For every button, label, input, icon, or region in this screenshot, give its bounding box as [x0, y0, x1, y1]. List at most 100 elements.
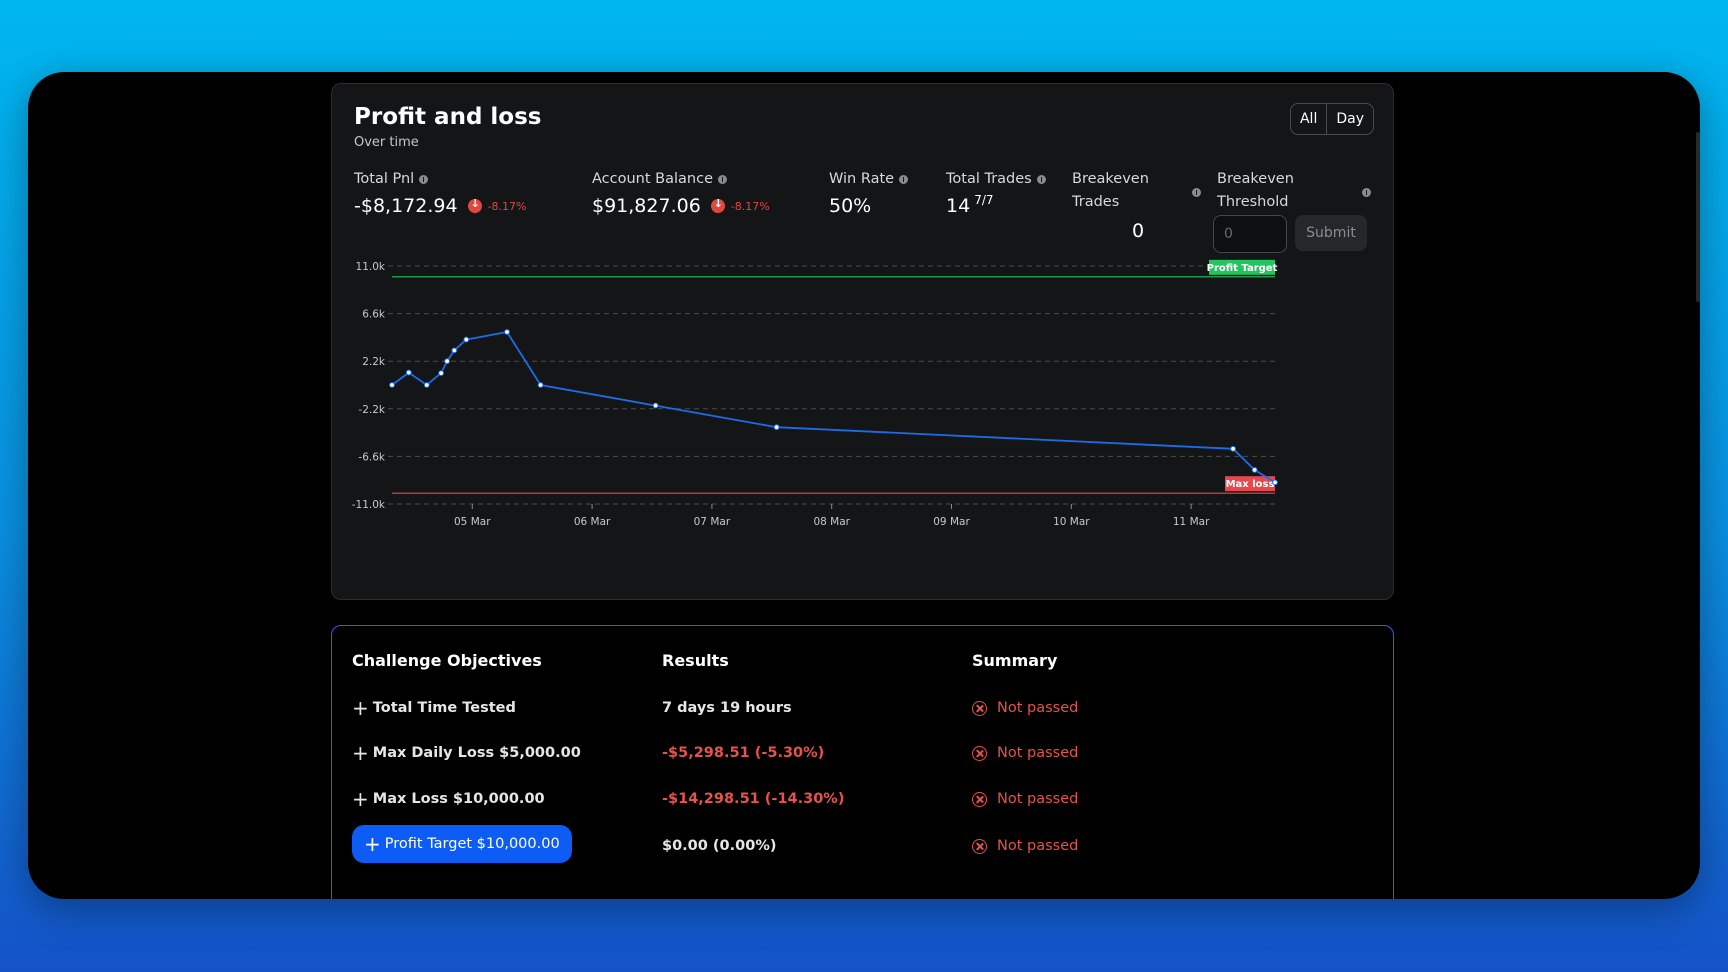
range-toggle: All Day — [1289, 103, 1374, 135]
objective-label: Total Time Tested — [372, 700, 516, 716]
info-icon[interactable] — [1036, 175, 1046, 184]
objective-toggle[interactable]: + Max Loss $10,000.00 — [352, 781, 545, 817]
info-icon[interactable] — [1192, 188, 1201, 197]
profit-target-button[interactable]: + Profit Target $10,000.00 — [352, 825, 572, 863]
app-window: Profit and loss Over time All Day Total … — [28, 72, 1700, 899]
data-point[interactable] — [463, 336, 470, 343]
plus-icon: + — [364, 832, 381, 856]
stat-label-line2: Trades — [1072, 194, 1120, 210]
page-subtitle: Over time — [354, 135, 419, 150]
x-tick-label: 08 Mar — [813, 516, 850, 528]
stat-label: Total Pnl — [354, 171, 415, 187]
summary-text: Not passed — [997, 745, 1079, 761]
pnl-panel: Profit and loss Over time All Day Total … — [331, 83, 1394, 600]
stat-label: Total Trades — [946, 171, 1032, 187]
x-tick-label: 11 Mar — [1173, 516, 1210, 528]
objective-toggle[interactable]: + Total Time Tested — [352, 690, 516, 726]
x-tick-label: 07 Mar — [694, 516, 731, 528]
pnl-series-line — [391, 331, 1276, 484]
summary-text: Not passed — [997, 838, 1079, 854]
plus-icon: + — [352, 787, 369, 811]
x-circle-icon — [972, 700, 987, 716]
objective-label: Profit Target $10,000.00 — [384, 836, 560, 852]
objective-row: + Total Time Tested 7 days 19 hours Not p… — [332, 690, 1393, 726]
profit-target-tag — [1209, 259, 1275, 275]
objective-result: -$14,298.51 (-14.30%) — [662, 791, 845, 807]
plus-icon: + — [352, 741, 369, 765]
stat-breakeven-threshold: Breakeven Threshold — [1217, 168, 1371, 214]
data-point[interactable] — [423, 382, 430, 388]
stat-value: 0 — [1132, 220, 1145, 242]
y-tick-label: 6.6k — [362, 309, 386, 321]
change-percent: -8.17% — [487, 199, 527, 213]
objective-row: + Max Loss $10,000.00 -$14,298.51 (-14.30… — [332, 781, 1393, 817]
objective-result: -$5,298.51 (-5.30%) — [662, 745, 825, 761]
stat-value: -$8,172.94 — [354, 195, 458, 217]
arrow-down-icon — [710, 197, 725, 213]
info-icon[interactable] — [899, 175, 909, 184]
stat-label-line1: Breakeven — [1217, 171, 1294, 187]
data-point[interactable] — [438, 370, 445, 377]
objective-result: $0.00 (0.00%) — [662, 838, 777, 854]
data-point[interactable] — [389, 382, 395, 388]
objective-label: Max Daily Loss $5,000.00 — [372, 745, 581, 761]
data-point[interactable] — [444, 358, 451, 365]
objective-row: + Profit Target $10,000.00 $0.00 (0.00%) … — [332, 825, 1393, 865]
data-point[interactable] — [1272, 479, 1278, 486]
x-tick-label: 06 Mar — [574, 516, 611, 528]
info-icon[interactable] — [717, 175, 727, 184]
stat-total-trades: Total Trades 14 7/7 — [946, 168, 1046, 217]
results-header: Results — [662, 651, 729, 670]
x-circle-icon — [972, 745, 987, 761]
objectives-header: Challenge Objectives — [352, 651, 542, 670]
objective-toggle[interactable]: + Max Daily Loss $5,000.00 — [352, 735, 581, 771]
breakeven-threshold-input[interactable] — [1213, 215, 1287, 253]
data-point[interactable] — [504, 329, 510, 335]
change-percent: -8.17% — [730, 199, 770, 213]
stat-win-rate: Win Rate 50% — [829, 168, 909, 217]
submit-button[interactable]: Submit — [1295, 215, 1367, 251]
objective-result: 7 days 19 hours — [662, 700, 792, 716]
info-icon[interactable] — [1362, 188, 1371, 197]
challenge-objectives-panel: Challenge Objectives Results Summary + To… — [331, 625, 1394, 899]
objective-summary: Not passed — [972, 690, 1078, 726]
summary-header: Summary — [972, 651, 1058, 670]
win-loss-ratio: 7/7 — [974, 193, 994, 207]
data-point[interactable] — [537, 382, 544, 388]
objective-summary: Not passed — [972, 828, 1078, 864]
toggle-all-button[interactable]: All — [1299, 111, 1318, 127]
plus-icon: + — [352, 696, 369, 720]
x-tick-label: 05 Mar — [454, 516, 491, 528]
max-loss-label: Max loss — [1226, 479, 1275, 490]
data-point[interactable] — [773, 424, 780, 431]
data-point[interactable] — [1230, 445, 1236, 452]
data-point[interactable] — [1251, 467, 1258, 473]
data-point[interactable] — [405, 369, 412, 376]
pnl-line-chart: 11.0k 6.6k 2.2k -2.2k -6.6k -11.0k 05 Mar 06 Ma… — [352, 259, 1278, 528]
stat-breakeven-trades: Breakeven Trades 0 — [1072, 168, 1202, 242]
stat-value: $91,827.06 — [592, 195, 701, 217]
objective-label: Max Loss $10,000.00 — [372, 791, 545, 807]
x-tick-label: 10 Mar — [1053, 516, 1090, 528]
profit-target-label: Profit Target — [1207, 263, 1278, 274]
y-tick-label: -11.0k — [352, 499, 386, 511]
stat-account-balance: Account Balance $91,827.06 -8.17% — [592, 168, 770, 217]
scrollbar[interactable] — [1696, 132, 1700, 302]
max-loss-tag — [1225, 476, 1275, 492]
objective-summary: Not passed — [972, 781, 1078, 817]
data-point[interactable] — [451, 347, 458, 354]
toggle-day-button[interactable]: Day — [1326, 104, 1373, 134]
stat-total-pnl: Total Pnl -$8,172.94 -8.17% — [354, 168, 526, 217]
x-tick-label: 09 Mar — [933, 516, 970, 528]
y-tick-label: 11.0k — [356, 261, 386, 273]
stat-value: 14 — [946, 195, 971, 217]
stat-label: Win Rate — [829, 171, 895, 187]
x-circle-icon — [972, 791, 987, 807]
y-tick-label: 2.2k — [362, 356, 386, 368]
arrow-down-icon — [467, 197, 482, 213]
data-point[interactable] — [652, 402, 659, 409]
y-tick-label: -6.6k — [358, 451, 385, 463]
summary-text: Not passed — [997, 791, 1079, 807]
stat-label-line2: Threshold — [1217, 194, 1289, 210]
info-icon[interactable] — [419, 175, 429, 184]
